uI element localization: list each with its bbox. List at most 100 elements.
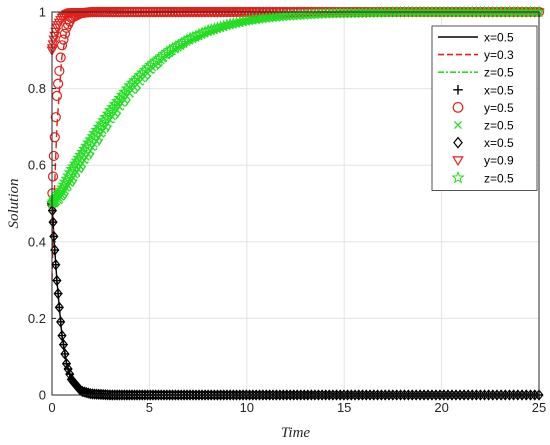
data-point [346,389,356,401]
data-point [47,171,59,182]
data-point [376,389,386,401]
legend-item: z=0.5 [438,66,514,80]
data-point [52,276,61,285]
data-point [55,303,64,312]
data-point [534,389,544,401]
data-point [357,389,368,401]
legend-label: y=0.5 [484,101,514,115]
data-point [82,136,95,148]
data-point [115,88,129,101]
data-point [313,389,324,401]
data-point [258,389,268,401]
data-point [447,389,457,401]
data-point [106,100,119,113]
data-point [59,340,68,349]
series-2 [51,11,539,208]
data-point [48,150,59,162]
x-tick-label: 15 [337,400,351,415]
data-point [52,78,64,89]
data-point [110,94,124,107]
data-point [88,126,101,139]
data-point [57,329,67,342]
data-point [78,142,91,155]
data-point [215,389,226,401]
data-point [251,389,261,401]
y-tick-label: 0.6 [28,158,46,173]
data-point [231,389,242,401]
data-point [212,389,223,401]
data-point [431,389,441,401]
data-point [49,218,58,227]
data-point [289,389,299,401]
legend-marker-swatch [451,170,465,184]
data-point [317,389,327,401]
data-point [185,389,195,401]
legend-item: y=0.9 [452,154,514,168]
data-point [49,31,61,42]
data-point [415,389,425,401]
x-tick-label: 5 [146,400,153,415]
data-point [451,389,461,401]
data-point [395,389,406,401]
data-point [51,260,60,269]
data-point [411,389,421,401]
x-tick-label: 10 [240,400,254,415]
data-point [52,274,62,287]
data-point [500,389,510,401]
data-point [49,232,58,241]
y-tick-label: 1 [39,5,46,20]
data-point [188,389,198,401]
data-point [513,389,523,401]
data-point [419,389,429,401]
data-point [525,389,536,401]
legend: x=0.5 y=0.3 z=0.5 x=0.5 y=0.5 z=0.5 x=0.5 y=0.9… [431,25,538,191]
data-point [94,117,108,129]
data-point [50,112,61,123]
x-tick-label: 0 [48,400,55,415]
data-point [60,348,70,360]
data-point [372,389,383,401]
data-point [74,148,87,161]
data-point [471,389,481,401]
data-point [228,389,238,401]
data-point [369,389,379,401]
data-point [48,216,58,228]
legend-box [431,25,538,191]
data-point [455,389,465,401]
data-point [86,129,99,142]
data-point [55,52,66,63]
data-point [58,338,69,351]
data-point [321,389,331,401]
data-point [58,331,67,340]
data-point [209,389,219,401]
data-point [120,82,133,94]
legend-marker-swatch [452,101,464,113]
data-point [84,133,97,145]
data-point [443,389,453,401]
legend-item: y=0.5 [452,101,514,115]
data-point [399,389,410,401]
data-point [108,97,121,110]
data-point [80,139,93,152]
data-point [275,389,285,401]
data-point [92,120,105,133]
y-tick-label: 0 [39,388,46,403]
data-point [197,389,207,401]
data-point [76,145,89,158]
legend-item: x=0.5 [453,83,514,97]
data-point [118,85,131,98]
data-point [271,389,282,401]
data-point [463,389,473,401]
data-point [222,389,232,401]
legend-label: z=0.5 [484,171,514,185]
data-point [101,107,114,119]
data-point [459,389,469,401]
data-point [56,317,65,326]
x-axis-label: Time [281,425,311,441]
legend-item: y=0.3 [438,48,514,62]
data-point [261,389,271,401]
y-tick-label: 0.2 [28,311,46,326]
data-point [530,389,540,401]
legend-label: z=0.5 [484,66,514,80]
